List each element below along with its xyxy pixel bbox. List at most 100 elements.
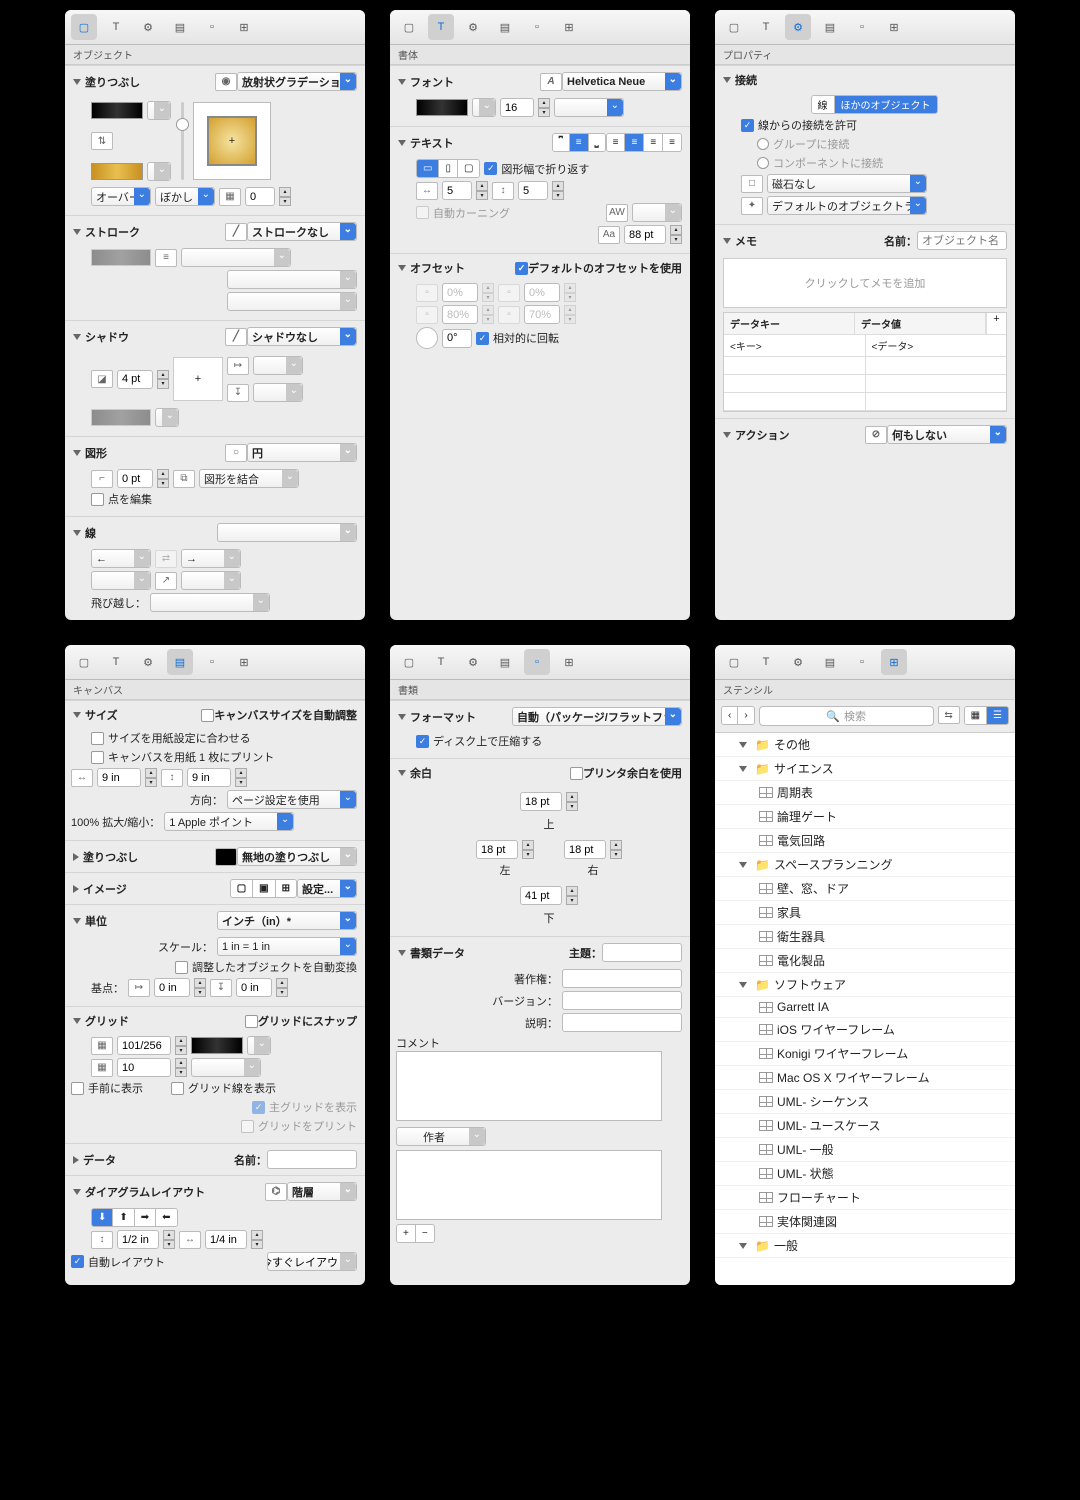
major-grid-color[interactable] [191,1037,243,1054]
tab-stencil[interactable]: ⊞ [556,649,582,675]
stencil-item[interactable]: Konigi ワイヤーフレーム [715,1042,1015,1066]
origin-x-input[interactable] [154,978,190,997]
nav-segment[interactable]: ‹› [721,706,755,725]
value-cell[interactable]: <データ> [866,335,1007,356]
allow-connections-checkbox[interactable] [741,119,754,132]
edit-points-checkbox[interactable] [91,493,104,506]
section-unit-header[interactable]: 単位 インチ（in）* [65,909,365,932]
tab-object[interactable]: ▢ [71,649,97,675]
author-textarea[interactable] [396,1150,662,1220]
stencil-tree[interactable]: 📁その他📁サイエンス周期表論理ゲート電気回路📁スペースプランニング壁、窓、ドア家… [715,733,1015,1285]
auto-adjust-checkbox[interactable] [175,961,188,974]
autosize-checkbox[interactable] [201,709,214,722]
connection-tabs[interactable]: 線ほかのオブジェクト [811,95,938,114]
shadow-y-select[interactable] [253,383,303,402]
font-panel-button[interactable]: A [540,73,562,91]
line-style-icon[interactable]: ↗ [155,572,177,590]
layout-type-select[interactable]: 階層 [287,1182,357,1201]
tab-canvas[interactable]: ▤ [167,649,193,675]
margin-left-stepper[interactable]: ▴▾ [522,840,534,859]
stroke-extra-select-2[interactable] [227,292,357,311]
copyright-input[interactable] [562,969,682,988]
section-layout-header[interactable]: ダイアグラムレイアウト ⌬ 階層 [65,1180,365,1203]
fill-type-select[interactable]: 放射状グラデーション [237,72,357,91]
arrow-start-select[interactable]: ← [91,549,151,568]
section-action-header[interactable]: アクション ⊘ 何もしない [715,423,1015,446]
canvas-fill-color[interactable] [215,848,237,866]
rotation-dial[interactable] [416,327,438,349]
hmargin-input[interactable] [442,181,472,200]
relative-rotation-checkbox[interactable] [476,332,489,345]
tab-stencil[interactable]: ⊞ [881,14,907,40]
scale-select[interactable]: 1 in = 1 in [217,937,357,956]
stroke-extra-select-1[interactable] [227,270,357,289]
vmargin-stepper[interactable]: ▴▾ [552,181,564,200]
width-stepper[interactable]: ▴▾ [145,768,157,787]
action-select[interactable]: 何もしない [887,425,1007,444]
canvas-fill-select[interactable]: 無地の塗りつぶし [237,847,357,866]
font-color-dropdown[interactable] [472,98,496,117]
tab-doc[interactable]: ▫ [199,14,225,40]
shadow-style-select[interactable]: シャドウなし [247,327,357,346]
font-family-select[interactable]: Helvetica Neue [562,72,682,91]
section-canvas-data-header[interactable]: データ 名前： [65,1148,365,1171]
section-canvas-image-header[interactable]: イメージ ▢▣⊞ 設定... [65,877,365,900]
blur-value-input[interactable] [245,187,275,206]
tab-canvas[interactable]: ▤ [492,649,518,675]
author-select[interactable]: 作者 [396,1127,486,1146]
tab-props[interactable]: ⚙ [135,649,161,675]
margin-bottom-input[interactable] [520,886,562,905]
tab-type[interactable]: T [103,649,129,675]
section-grid-header[interactable]: グリッド グリッドにスナップ [65,1011,365,1031]
minor-grid-color-select[interactable] [191,1058,261,1077]
stencil-item[interactable]: 周期表 [715,781,1015,805]
lineheight-stepper[interactable]: ▴▾ [670,225,682,244]
stencil-item[interactable]: UML- ユースケース [715,1114,1015,1138]
stencil-category[interactable]: 📁ソフトウェア [715,973,1015,997]
shape-type-icon[interactable]: ○ [225,444,247,462]
blend-select[interactable]: オーバー… [91,187,151,206]
layout-type-icon[interactable]: ⌬ [265,1183,287,1201]
object-name-input[interactable] [917,231,1007,250]
link-view-button[interactable]: ⇆ [938,706,960,724]
stroke-style-select[interactable]: ストロークなし [247,222,357,241]
section-fill-header[interactable]: 塗りつぶし ◉ 放射状グラデーション [65,70,365,93]
canvas-image-settings-select[interactable]: 設定... [297,879,357,898]
section-line-header[interactable]: 線 [65,521,365,544]
fill-color-dropdown-2[interactable] [147,162,171,181]
view-mode-segment[interactable]: ▦☰ [964,706,1009,725]
stencil-item[interactable]: Garrett IA [715,997,1015,1018]
tab-props[interactable]: ⚙ [785,14,811,40]
tab-type[interactable]: T [428,649,454,675]
tab-props[interactable]: ⚙ [135,14,161,40]
stencil-item[interactable]: 電化製品 [715,949,1015,973]
line-end2-select[interactable] [181,571,241,590]
origin-y-input[interactable] [236,978,272,997]
subject-input[interactable] [602,943,682,962]
shadow-color-dropdown[interactable] [155,408,179,427]
layout-gap2-stepper[interactable]: ▴▾ [251,1230,263,1249]
section-stroke-header[interactable]: ストローク ╱ ストロークなし [65,220,365,243]
one-page-checkbox[interactable] [91,751,104,764]
shadow-stepper[interactable]: ▴▾ [157,370,169,389]
tab-props[interactable]: ⚙ [460,649,486,675]
fill-color-well-2[interactable] [91,163,143,180]
line-end1-select[interactable] [91,571,151,590]
section-shadow-header[interactable]: シャドウ ╱ シャドウなし [65,325,365,348]
fill-color-well-1[interactable] [91,102,143,119]
hop-select[interactable] [150,593,270,612]
minor-grid-input[interactable] [117,1058,171,1077]
rotation-input[interactable] [442,329,472,348]
valign-segment[interactable]: ⎴≡⎵ [552,133,606,152]
connect-group-radio[interactable] [757,138,769,150]
margin-right-input[interactable] [564,840,606,859]
height-stepper[interactable]: ▴▾ [235,768,247,787]
magnet-select[interactable]: 磁石なし [767,174,927,193]
shadow-color-well[interactable] [91,409,151,426]
wrap-checkbox[interactable] [484,162,497,175]
stencil-item[interactable]: 家具 [715,901,1015,925]
tab-doc[interactable]: ▫ [199,649,225,675]
width-input[interactable] [97,768,141,787]
compress-checkbox[interactable] [416,735,429,748]
tab-object[interactable]: ▢ [721,649,747,675]
